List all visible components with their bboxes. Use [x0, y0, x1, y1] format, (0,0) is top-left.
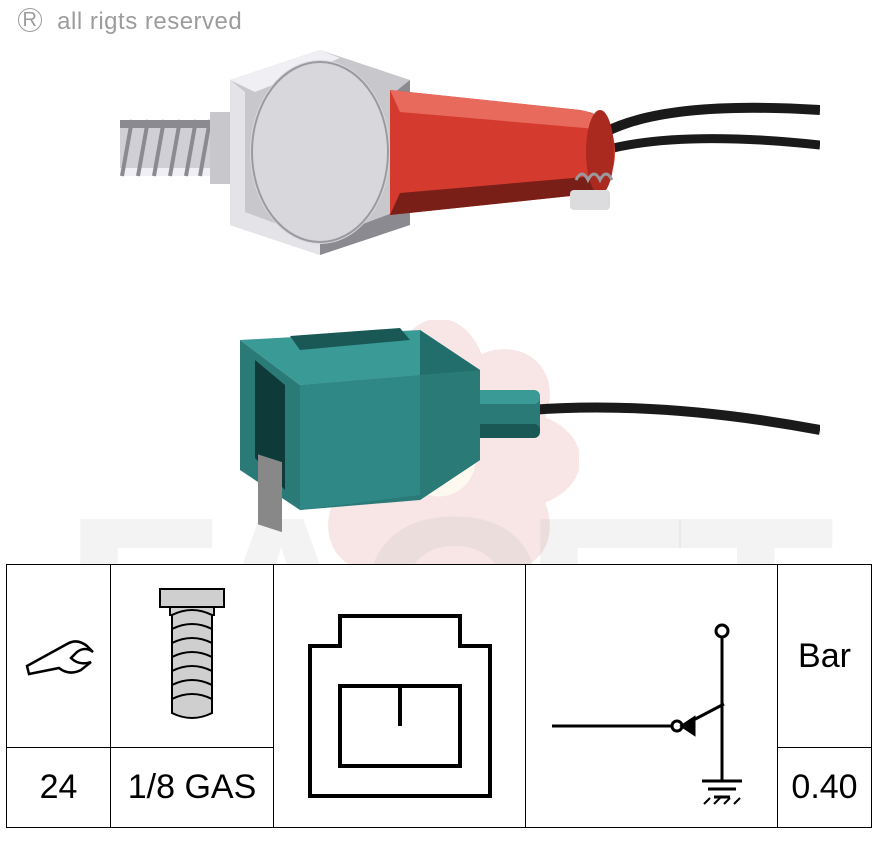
spec-wrench-icon-cell	[6, 564, 111, 748]
bar-label: Bar	[798, 637, 851, 676]
spec-bar-label-cell: Bar	[777, 564, 872, 748]
thread-spec-value: 1/8 GAS	[128, 768, 257, 807]
spec-thread-icon-cell	[110, 564, 274, 748]
copyright-text: all rigts reserved	[57, 8, 242, 35]
spec-thread-value-cell: 1/8 GAS	[110, 747, 274, 828]
registered-symbol: R	[18, 8, 42, 32]
product-image	[60, 40, 820, 560]
spec-bar-value-cell: 0.40	[777, 747, 872, 828]
connector-body	[240, 328, 820, 532]
spec-circuit-diagram-cell	[525, 564, 778, 828]
bar-value: 0.40	[791, 768, 857, 807]
connector-diagram-icon	[280, 576, 520, 816]
sensor-thread	[120, 112, 230, 184]
copyright-line: R all rigts reserved	[18, 8, 242, 36]
wrench-size-value: 24	[40, 768, 78, 807]
sensor-hex-nut	[230, 50, 410, 255]
thread-icon	[142, 581, 242, 731]
spec-wrench-value-cell: 24	[6, 747, 111, 828]
spec-table: Bar 24 1/8 GAS 0.40	[6, 564, 872, 828]
circuit-diagram-icon	[532, 576, 772, 816]
wrench-icon	[19, 626, 99, 686]
spec-connector-diagram-cell	[273, 564, 526, 828]
